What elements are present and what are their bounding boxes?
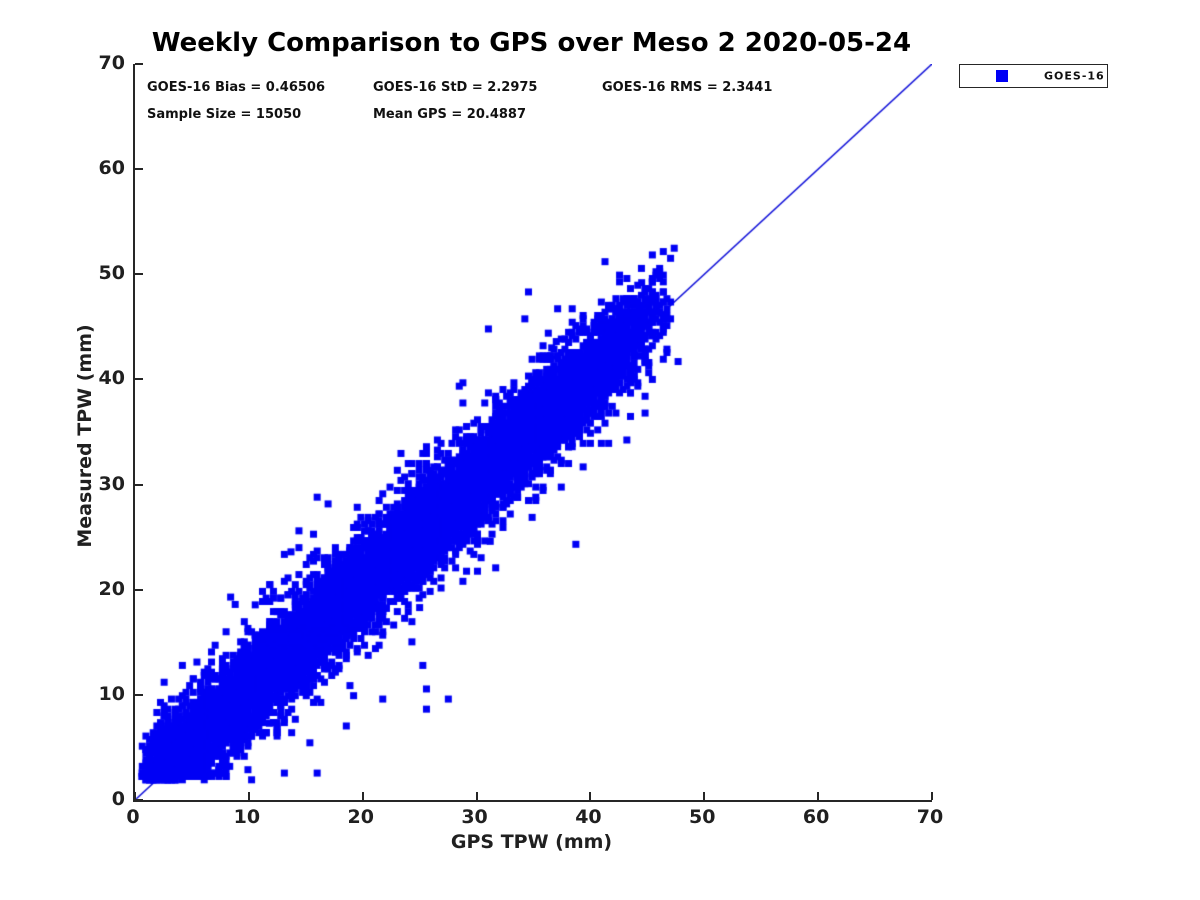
y-tick-70 — [135, 63, 143, 65]
x-tick-70 — [931, 792, 933, 800]
y-tick-10 — [135, 693, 143, 696]
y-tick-label-60: 60 — [98, 157, 125, 180]
y-tick-label-0: 0 — [111, 788, 125, 810]
y-tick-label-70: 70 — [98, 52, 125, 74]
x-tick-label-70: 70 — [916, 806, 944, 828]
x-tick-0 — [134, 792, 136, 800]
plot-area — [133, 63, 933, 802]
x-tick-20 — [361, 792, 364, 800]
y-tick-label-20: 20 — [98, 577, 125, 600]
y-tick-40 — [135, 378, 143, 381]
x-tick-50 — [703, 792, 706, 800]
x-tick-label-10: 10 — [233, 806, 261, 828]
x-tick-60 — [817, 792, 820, 800]
y-tick-20 — [135, 588, 143, 591]
x-tick-label-40: 40 — [575, 806, 602, 828]
x-tick-label-20: 20 — [347, 806, 374, 828]
y-tick-label-50: 50 — [98, 262, 125, 285]
y-axis-label: Measured TPW (mm) — [74, 324, 96, 548]
x-tick-label-50: 50 — [689, 806, 716, 828]
x-tick-30 — [475, 792, 478, 800]
chart-title: Weekly Comparison to GPS over Meso 2 202… — [151, 28, 912, 58]
legend-label: GOES-16 — [1044, 69, 1105, 83]
x-tick-10 — [247, 792, 250, 800]
y-tick-label-10: 10 — [98, 682, 125, 705]
y-tick-label-30: 30 — [98, 472, 125, 495]
legend: GOES-16 — [959, 64, 1108, 88]
y-tick-label-40: 40 — [98, 367, 125, 390]
x-tick-label-0: 0 — [126, 806, 140, 828]
x-tick-label-30: 30 — [461, 806, 488, 828]
scatter-canvas — [135, 64, 932, 800]
x-axis-label: GPS TPW (mm) — [450, 831, 613, 853]
y-tick-0 — [135, 799, 143, 801]
x-tick-label-60: 60 — [802, 806, 830, 828]
y-tick-60 — [135, 168, 143, 171]
y-tick-50 — [135, 273, 143, 276]
y-tick-30 — [135, 483, 143, 486]
x-tick-40 — [589, 792, 592, 800]
legend-marker-square-icon — [996, 70, 1008, 82]
